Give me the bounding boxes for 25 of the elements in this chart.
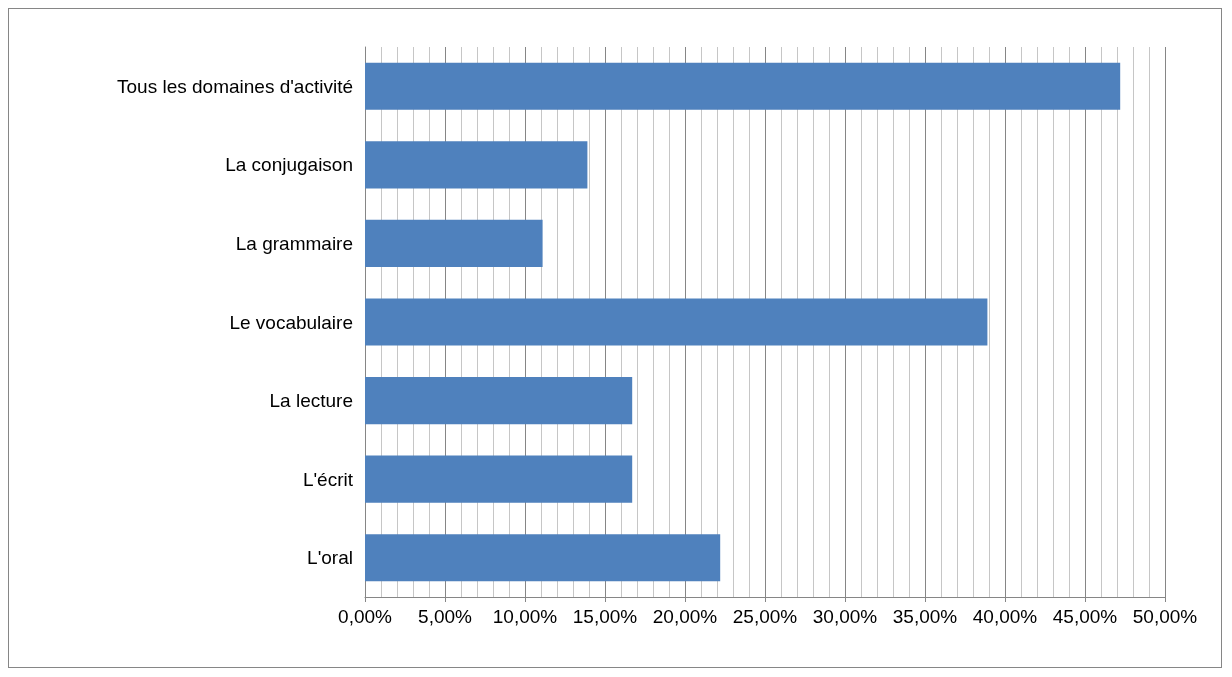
x-tick-label: 50,00% — [1132, 606, 1198, 627]
bar — [365, 377, 633, 425]
x-tick-label: 25,00% — [732, 606, 798, 627]
y-tick-label: La conjugaison — [225, 154, 353, 176]
x-tick-label: 35,00% — [892, 606, 958, 627]
bar — [365, 141, 588, 189]
x-tick-label: 0,00% — [338, 606, 393, 627]
y-tick-label: L'oral — [307, 547, 353, 569]
y-tick-label: Tous les domaines d'activité — [117, 75, 353, 97]
y-tick-label: La lecture — [269, 390, 353, 412]
bar — [365, 62, 1121, 110]
x-tick-label: 15,00% — [572, 606, 638, 627]
x-tick-label: 40,00% — [972, 606, 1038, 627]
y-tick-label: L'écrit — [302, 468, 354, 490]
bar — [365, 219, 543, 267]
bar — [365, 455, 633, 503]
x-tick-label: 10,00% — [492, 606, 558, 627]
x-tick-label: 30,00% — [812, 606, 878, 627]
bar — [365, 298, 988, 346]
bar — [365, 534, 721, 582]
x-tick-label: 20,00% — [652, 606, 718, 627]
y-tick-label: La grammaire — [235, 232, 353, 254]
y-tick-label: Le vocabulaire — [229, 311, 353, 333]
x-tick-label: 5,00% — [418, 606, 473, 627]
x-tick-label: 45,00% — [1052, 606, 1118, 627]
